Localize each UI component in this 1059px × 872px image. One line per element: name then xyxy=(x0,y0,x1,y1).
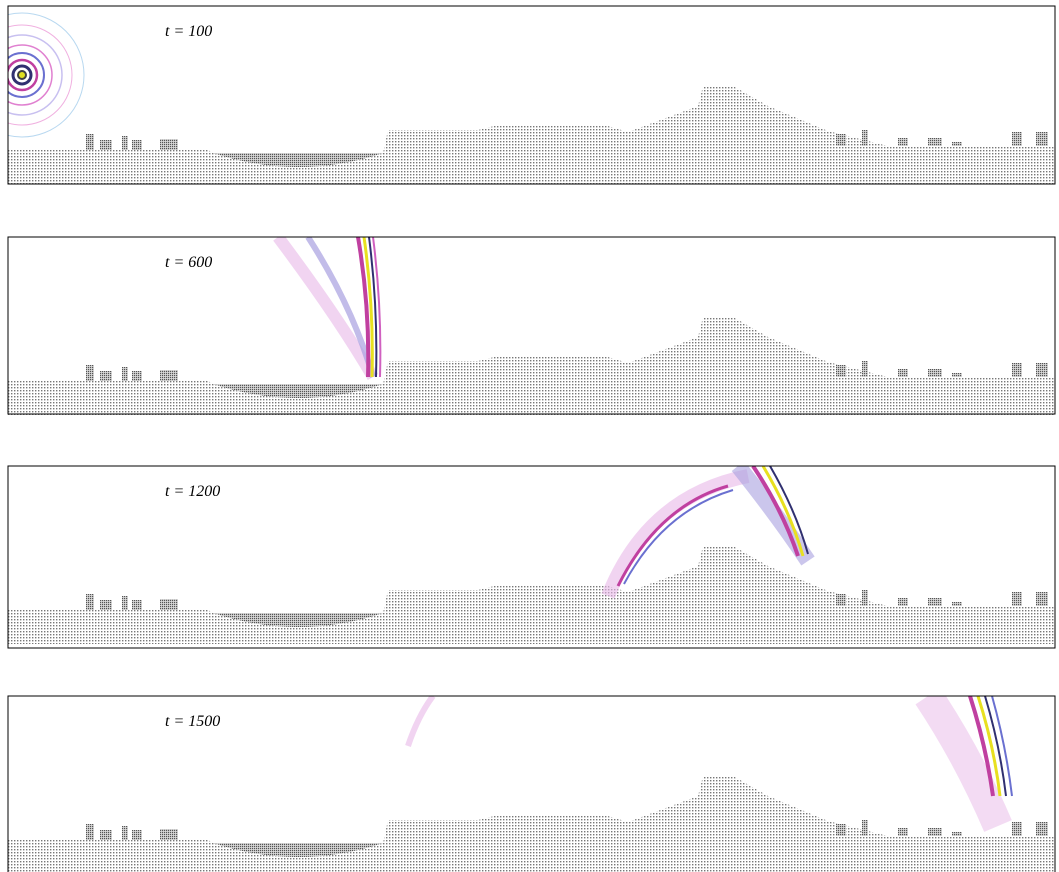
time-label: t = 1200 xyxy=(165,483,220,500)
wavefront xyxy=(405,696,1013,832)
terrain xyxy=(8,546,1055,644)
time-label: t = 100 xyxy=(165,23,212,40)
time-label: t = 1500 xyxy=(165,713,220,730)
panel: t = 1500 xyxy=(7,695,1056,872)
frame xyxy=(7,695,1056,872)
frame xyxy=(7,465,1056,649)
frame xyxy=(7,236,1056,415)
terrain xyxy=(8,776,1055,872)
terrain xyxy=(8,86,1055,184)
panel: t = 600 xyxy=(7,236,1056,415)
panel: t = 1200 xyxy=(7,465,1056,649)
wavefront xyxy=(601,466,815,599)
terrain xyxy=(8,317,1055,415)
wavefront xyxy=(273,237,382,381)
frame xyxy=(7,5,1056,185)
wavefront xyxy=(8,12,85,138)
time-label: t = 600 xyxy=(165,254,212,271)
panel: t = 100 xyxy=(7,5,1056,185)
